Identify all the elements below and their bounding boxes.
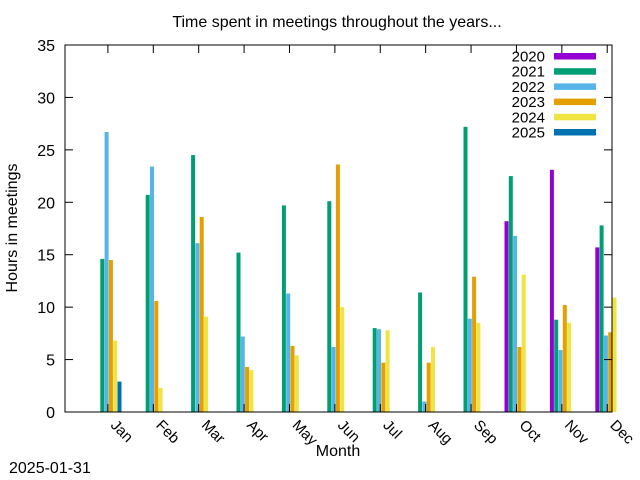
- x-tick-label-jan: Jan: [107, 417, 136, 446]
- x-tick-label-mar: Mar: [198, 417, 228, 447]
- bar-2021-jan: [100, 258, 105, 412]
- x-axis-label: Month: [316, 443, 360, 460]
- bar-2020-nov: [549, 169, 554, 412]
- y-tick-label: 25: [37, 143, 55, 160]
- bar-2022-jan: [104, 132, 109, 412]
- y-tick-label: 5: [46, 353, 55, 370]
- y-tick-label: 20: [37, 195, 55, 212]
- bar-2021-jul: [372, 328, 377, 412]
- x-tick-label-dec: Dec: [606, 417, 637, 448]
- y-tick-label: 30: [37, 90, 55, 107]
- bar-2023-aug: [426, 362, 431, 412]
- x-tick-label-jul: Jul: [379, 417, 405, 443]
- bar-2022-jul: [377, 329, 381, 412]
- bar-2024-oct: [521, 274, 526, 412]
- bar-2021-nov: [554, 319, 559, 412]
- bar-2024-dec: [612, 297, 617, 412]
- bar-2022-feb: [150, 166, 154, 412]
- legend-swatch-2020: [554, 53, 596, 60]
- x-tick-label-apr: Apr: [243, 417, 272, 446]
- x-tick-label-oct: Oct: [516, 417, 545, 446]
- bar-2025-jan: [117, 381, 122, 412]
- y-tick-label: 10: [37, 300, 55, 317]
- bar-2021-dec: [599, 225, 604, 412]
- bar-2022-dec: [603, 335, 608, 412]
- bar-2021-aug: [418, 292, 423, 412]
- legend-label-2024: 2024: [512, 109, 545, 126]
- bar-2023-dec: [608, 332, 613, 412]
- legend-swatch-2024: [554, 113, 596, 121]
- bar-2022-jun: [331, 347, 336, 412]
- bar-2021-apr: [236, 252, 241, 412]
- bar-2024-nov: [567, 322, 572, 412]
- bar-2020-oct: [504, 221, 509, 412]
- x-tick-label-sep: Sep: [470, 417, 501, 448]
- bar-2024-apr: [249, 370, 254, 412]
- legend-swatch-2025: [554, 129, 596, 136]
- bar-2021-sep: [463, 126, 468, 413]
- bar-2022-sep: [467, 318, 472, 412]
- x-tick-label-feb: Feb: [152, 417, 182, 447]
- bar-2023-mar: [199, 217, 204, 412]
- y-tick-label: 15: [37, 248, 55, 265]
- bar-2021-jun: [327, 201, 332, 412]
- legend-label-2021: 2021: [512, 64, 545, 81]
- bar-2024-may: [294, 355, 299, 412]
- bar-2022-oct: [513, 235, 518, 412]
- bar-2022-mar: [195, 243, 200, 412]
- bar-2023-jun: [335, 164, 340, 412]
- bar-2023-nov: [562, 305, 567, 412]
- legend-swatch-2021: [554, 68, 596, 75]
- legend-swatch-2022: [554, 83, 596, 90]
- y-axis-label: Hours in meetings: [4, 164, 21, 293]
- bar-2021-mar: [191, 155, 196, 412]
- y-tick-label: 0: [46, 405, 55, 422]
- bar-2023-sep: [472, 276, 477, 412]
- bar-2024-sep: [476, 322, 481, 412]
- x-tick-label-aug: Aug: [425, 417, 456, 448]
- bar-2023-oct: [517, 347, 522, 412]
- x-tick-label-jun: Jun: [334, 417, 363, 446]
- bar-2024-jun: [340, 307, 345, 412]
- legend-label-2020: 2020: [512, 49, 545, 66]
- bar-2023-feb: [154, 300, 159, 412]
- bar-2024-feb: [158, 387, 163, 412]
- bar-2023-may: [290, 345, 295, 412]
- bar-2022-may: [286, 293, 291, 412]
- bar-2021-feb: [145, 194, 150, 412]
- bar-2020-dec: [595, 247, 600, 412]
- bar-2024-jan: [113, 340, 118, 412]
- bar-2023-apr: [245, 366, 250, 412]
- legend-label-2023: 2023: [512, 94, 545, 111]
- bar-2021-oct: [508, 176, 513, 412]
- legend-swatch-2023: [554, 98, 596, 106]
- bars: [100, 126, 617, 413]
- bar-2022-aug: [422, 401, 427, 412]
- bar-2022-nov: [558, 350, 563, 412]
- bar-2024-jul: [385, 330, 390, 412]
- y-tick-label: 35: [37, 38, 55, 55]
- plot-frame: [64, 44, 613, 413]
- footer-date: 2025-01-31: [9, 460, 91, 477]
- bar-2023-jul: [381, 362, 386, 412]
- bar-2022-apr: [240, 336, 245, 412]
- legend-label-2025: 2025: [512, 125, 545, 142]
- bar-2024-mar: [204, 316, 208, 412]
- legend-label-2022: 2022: [512, 79, 545, 96]
- bar-2023-jan: [108, 260, 113, 412]
- bar-2024-aug: [431, 347, 435, 412]
- chart-title: Time spent in meetings throughout the ye…: [172, 14, 501, 31]
- x-tick-label-nov: Nov: [561, 417, 592, 448]
- bar-2021-may: [281, 205, 286, 412]
